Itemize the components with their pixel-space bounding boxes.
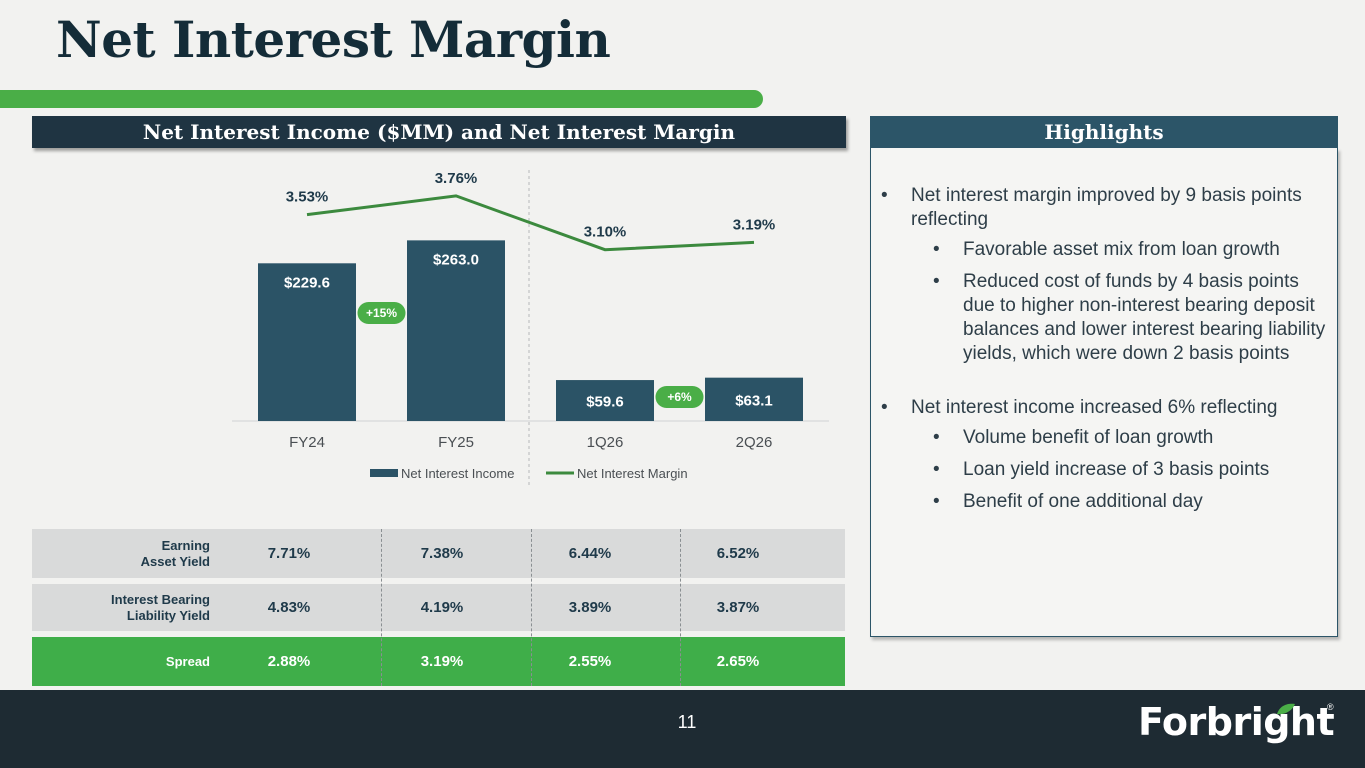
growth-badge-label: +6% [667,390,692,404]
yield-cell: 6.52% [716,545,760,562]
table-divider [531,529,532,686]
bullet-icon: • [881,397,888,418]
x-tick-label: 1Q26 [587,434,624,451]
legend-swatch-nii [370,469,398,477]
nii-nim-chart: $229.6 $263.0 $59.6 $63.1 3.53% 3.76% 3.10% 3.1… [232,170,829,485]
yield-row-label: Interest Bearing Liability Yield [111,591,210,623]
chart-section-heading: Net Interest Income ($MM) and Net Intere… [32,116,846,148]
yield-cell: 3.89% [568,599,612,616]
yield-cell: 3.87% [716,599,760,616]
legend-label: Net Interest Income [401,466,514,481]
highlight-text: Net interest margin improved by 9 basis … [911,185,1302,230]
line-net-interest-margin [306,194,755,252]
bar-value-label: $229.6 [284,274,330,291]
table-divider [680,529,681,686]
highlight-item: • Net interest income increased 6% reflec… [881,396,1329,420]
table-divider [381,529,382,686]
margin-value-label: 3.10% [584,224,627,241]
legend-label: Net Interest Margin [577,466,688,481]
bullet-icon: • [881,185,888,206]
highlight-subitem: • Loan yield increase of 3 basis points [881,458,1329,482]
yield-cell: 7.38% [420,545,464,562]
bullet-icon: • [933,491,940,512]
yield-row-label: Earning Asset Yield [140,537,210,569]
forbright-logo: Forbright [1138,700,1335,744]
highlight-subtext: Favorable asset mix from loan growth [963,239,1280,260]
highlight-item: • Net interest margin improved by 9 basis… [881,184,1329,232]
leaf-icon [1277,703,1295,715]
margin-value-label: 3.53% [286,189,329,206]
yield-cell: 2.65% [716,653,760,670]
bullet-icon: • [933,427,940,448]
x-tick-label: FY25 [438,434,474,451]
growth-badge [357,302,406,324]
yield-cell: 2.88% [267,653,311,670]
highlight-subtext: Loan yield increase of 3 basis points [963,459,1270,480]
page-title: Net Interest Margin [56,10,611,69]
yield-cell: 2.55% [568,653,612,670]
x-tick-label: FY24 [289,434,325,451]
margin-value-label: 3.19% [733,216,776,233]
margin-value-label: 3.76% [435,170,478,187]
title-accent-bar [0,90,763,108]
growth-badge-label: +15% [366,306,397,320]
bullet-icon: • [933,239,940,260]
highlight-subitem: • Favorable asset mix from loan growth [881,238,1329,262]
bullet-icon: • [933,459,940,480]
highlight-subtext: Volume benefit of loan growth [963,427,1214,448]
highlight-subtext: Benefit of one additional day [963,491,1203,512]
bar-value-label: $263.0 [433,251,479,268]
highlights-heading: Highlights [870,116,1338,148]
bar-value-label: $63.1 [735,392,773,409]
bar-net-interest-income [258,263,356,421]
highlight-text: Net interest income increased 6% reflect… [911,397,1278,418]
yield-row: Earning Asset Yield 7.71% 7.38% 6.44% 6.52% [32,529,845,578]
yield-cell: 4.83% [267,599,311,616]
bar-net-interest-income [705,377,803,421]
yield-cell: 3.19% [420,653,464,670]
highlight-subitem: • Benefit of one additional day [881,490,1329,514]
highlight-subtext: Reduced cost of funds by 4 basis points … [963,271,1326,364]
highlights-list: • Net interest margin improved by 9 basis… [871,148,1337,514]
footer-bar: 11 Forbright ® [0,690,1365,768]
yield-cell: 7.71% [267,545,311,562]
bullet-icon: • [933,271,940,292]
page-number: 11 [677,712,697,732]
yield-cell: 4.19% [420,599,464,616]
bar-net-interest-income [556,380,654,421]
yield-row: Interest Bearing Liability Yield 4.83% 4.19… [32,584,845,631]
bar-value-label: $59.6 [586,394,624,411]
highlight-subitem: • Volume benefit of loan growth [881,426,1329,450]
x-tick-label: 2Q26 [736,434,773,451]
registered-mark: ® [1327,702,1334,712]
yield-row-label: Spread [165,653,210,669]
highlight-subitem: • Reduced cost of funds by 4 basis points… [881,270,1329,366]
yield-cell: 6.44% [568,545,612,562]
bar-net-interest-income [407,240,505,421]
yield-row: Spread 2.88% 3.19% 2.55% 2.65% [32,637,845,686]
highlights-panel: • Net interest margin improved by 9 basis… [870,148,1338,637]
growth-badge [655,386,704,408]
